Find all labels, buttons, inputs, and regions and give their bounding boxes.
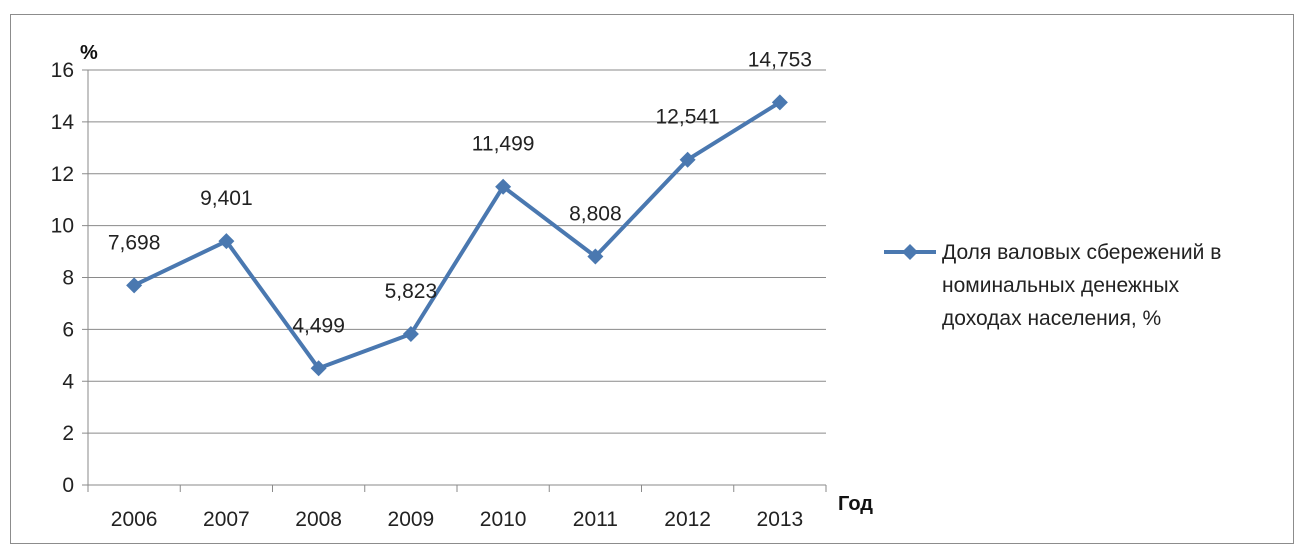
data-point bbox=[495, 178, 512, 195]
data-point bbox=[126, 277, 143, 294]
y-tick-label: 6 bbox=[62, 318, 74, 341]
x-tick-label: 2013 bbox=[757, 508, 804, 531]
data-point bbox=[218, 233, 235, 250]
legend: Доля валовых сбережений в номинальных де… bbox=[884, 241, 1227, 330]
data-label: 8,808 bbox=[569, 203, 622, 226]
data-label: 11,499 bbox=[472, 133, 535, 156]
data-label: 4,499 bbox=[292, 314, 345, 337]
legend-marker-icon bbox=[902, 244, 918, 260]
legend-line-1: Доля валовых сбережений в bbox=[942, 241, 1221, 264]
y-tick-label: 14 bbox=[51, 111, 75, 134]
legend-entry: Доля валовых сбережений в номинальных де… bbox=[942, 241, 1227, 330]
data-point bbox=[587, 248, 604, 265]
data-point bbox=[771, 94, 788, 111]
y-tick-label: 2 bbox=[62, 422, 74, 445]
data-label: 5,823 bbox=[385, 280, 438, 303]
data-point bbox=[679, 151, 696, 168]
data-label: 7,698 bbox=[108, 231, 161, 254]
x-axis-title: Год bbox=[838, 493, 873, 515]
grid-lines bbox=[88, 69, 826, 434]
axes bbox=[82, 69, 827, 492]
y-tick-label: 0 bbox=[62, 474, 74, 497]
y-tick-label: 8 bbox=[62, 267, 74, 290]
y-tick-label: 4 bbox=[62, 370, 74, 393]
y-tick-label: 12 bbox=[51, 163, 74, 186]
x-tick-label: 2010 bbox=[480, 508, 527, 531]
data-point bbox=[310, 360, 327, 377]
x-tick-label: 2007 bbox=[203, 508, 250, 531]
data-label: 9,401 bbox=[200, 187, 253, 210]
y-tick-label: 10 bbox=[51, 215, 74, 238]
x-tick-labels: 2006 2007 2008 2009 2010 2011 2012 2013 bbox=[111, 508, 803, 531]
x-tick-label: 2011 bbox=[573, 508, 618, 531]
x-tick-label: 2006 bbox=[111, 508, 158, 531]
y-axis-title: % bbox=[80, 42, 98, 64]
y-tick-labels: 0 2 4 6 8 10 12 14 16 bbox=[51, 59, 75, 497]
series-line bbox=[133, 100, 781, 371]
y-tick-label: 16 bbox=[51, 59, 74, 82]
data-point bbox=[402, 325, 419, 342]
x-tick-label: 2009 bbox=[388, 508, 435, 531]
x-tick-label: 2008 bbox=[295, 508, 342, 531]
data-label: 14,753 bbox=[748, 48, 812, 71]
data-label: 12,541 bbox=[656, 106, 720, 129]
series-layer bbox=[126, 94, 788, 377]
x-tick-label: 2012 bbox=[664, 508, 711, 531]
legend-line-2: номинальных денежных bbox=[942, 274, 1180, 297]
legend-line-3: доходах населения, % bbox=[942, 307, 1161, 330]
chart-frame bbox=[10, 14, 1294, 544]
data-labels: 7,698 9,401 4,499 5,823 11,499 8,808 12,541 14,… bbox=[108, 48, 812, 337]
